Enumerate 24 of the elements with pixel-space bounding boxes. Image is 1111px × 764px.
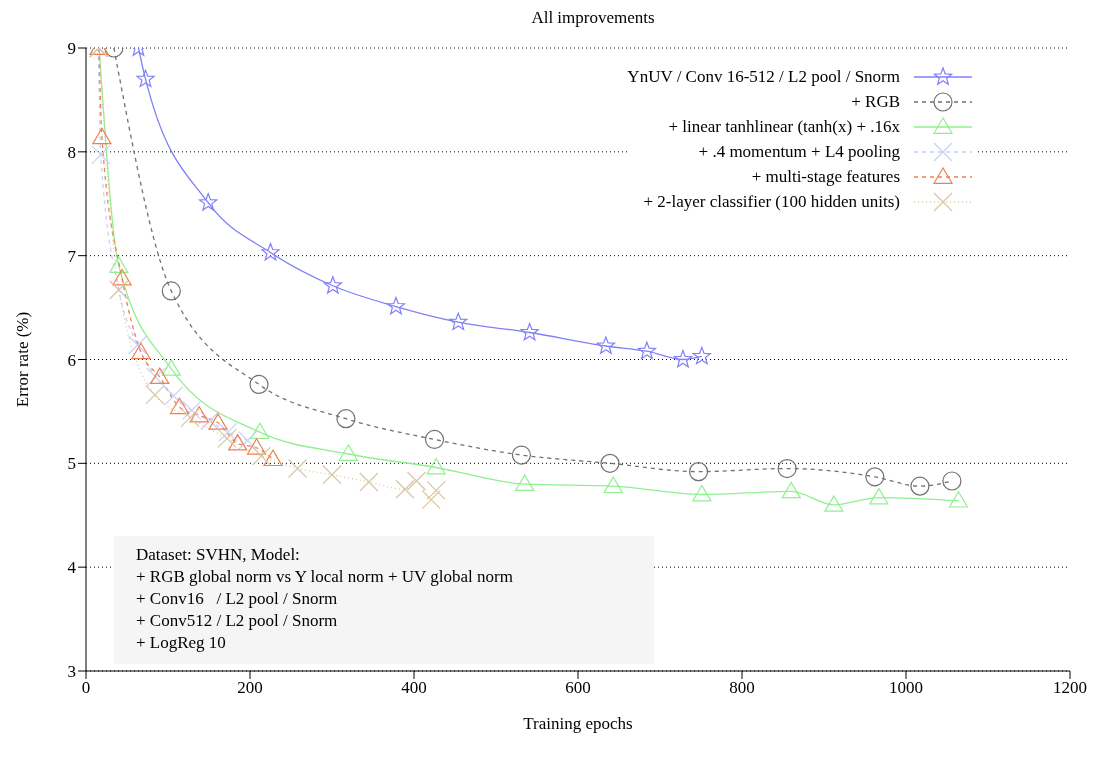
- note-panel: Dataset: SVHN, Model: + RGB global norm vs Y local norm + UV global norm + Conv16 / L2 pool / Snorm + Conv512 / L2 pool / Snorm + LogReg 10: [114, 536, 654, 664]
- y-axis-title: Error rate (%): [13, 311, 33, 408]
- legend-label: YnUV / Conv 16-512 / L2 pool / Snorm: [627, 66, 900, 87]
- y-tick-label: 5: [67, 454, 76, 474]
- legend-label: + 2-layer classifier (100 hidden units): [643, 191, 900, 212]
- y-tick-label: 3: [67, 662, 76, 682]
- y-tick-label: 8: [67, 142, 76, 162]
- x-tick-label: 400: [401, 678, 427, 698]
- x-tick-label: 800: [729, 678, 755, 698]
- legend-label: + linear tanhlinear (tanh(x) + .16x: [668, 116, 900, 137]
- x-tick-label: 600: [565, 678, 591, 698]
- y-tick-label: 9: [67, 39, 76, 59]
- y-tick-label: 7: [67, 246, 77, 266]
- y-tick-label: 6: [67, 350, 76, 370]
- x-axis-title: Training epochs: [523, 714, 633, 733]
- chart-title: All improvements: [530, 8, 656, 28]
- x-tick-label: 1000: [889, 678, 923, 698]
- x-tick-label: 1200: [1053, 678, 1087, 698]
- legend-label: + multi-stage features: [751, 166, 900, 187]
- legend-label: + RGB: [851, 91, 900, 112]
- legend-label: + .4 momentum + L4 pooling: [698, 141, 900, 162]
- y-tick-label: 4: [67, 558, 77, 578]
- x-tick-label: 0: [81, 678, 91, 698]
- x-tick-label: 200: [237, 678, 263, 698]
